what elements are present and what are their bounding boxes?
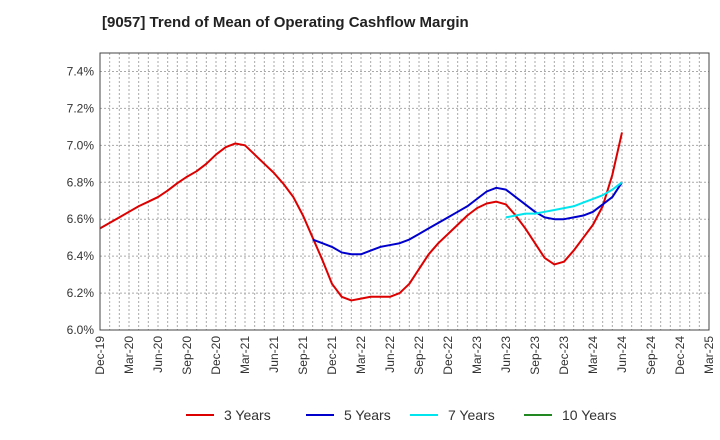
- legend: 3 Years 5 Years 7 Years 10 Years: [186, 407, 617, 423]
- y-tick-label: 7.4%: [67, 64, 95, 78]
- legend-label-10-years: 10 Years: [562, 407, 617, 423]
- x-tick-label: Jun-21: [267, 336, 281, 373]
- x-tick-label: Mar-21: [238, 336, 252, 374]
- x-tick-label: Jun-23: [499, 336, 513, 373]
- x-tick-label: Mar-25: [702, 336, 716, 374]
- x-tick-label: Mar-22: [354, 336, 368, 374]
- y-axis-ticks: 6.0% 6.2% 6.4% 6.6% 6.8% 7.0% 7.2% 7.4%: [67, 64, 95, 337]
- x-tick-label: Dec-24: [673, 336, 687, 375]
- x-axis-ticks: Dec-19 Mar-20 Jun-20 Sep-20 Dec-20 Mar-21 Jun-…: [93, 336, 716, 375]
- y-tick-label: 7.2%: [67, 101, 95, 115]
- chart-title: [9057] Trend of Mean of Operating Cashfl…: [102, 14, 469, 31]
- x-tick-label: Jun-22: [383, 336, 397, 373]
- y-tick-label: 6.4%: [67, 249, 95, 263]
- series-line-5-years: [312, 181, 623, 256]
- x-tick-label: Jun-24: [615, 336, 629, 373]
- x-tick-label: Dec-22: [441, 336, 455, 375]
- legend-label-7-years: 7 Years: [448, 407, 495, 423]
- x-tick-label: Dec-21: [325, 336, 339, 375]
- legend-label-3-years: 3 Years: [224, 407, 271, 423]
- plot-border: [99, 52, 710, 331]
- y-tick-label: 6.6%: [67, 212, 95, 226]
- y-tick-label: 6.0%: [67, 323, 95, 337]
- x-tick-label: Mar-23: [470, 336, 484, 374]
- x-tick-label: Dec-23: [557, 336, 571, 375]
- series-line-3-years: [99, 132, 623, 302]
- series-line-7-years: [505, 181, 623, 219]
- x-tick-label: Mar-24: [586, 336, 600, 374]
- x-tick-label: Sep-22: [412, 336, 426, 375]
- x-tick-label: Mar-20: [122, 336, 136, 374]
- y-tick-label: 6.8%: [67, 175, 95, 189]
- x-tick-label: Dec-19: [93, 336, 107, 375]
- series-lines: [99, 132, 623, 302]
- x-tick-label: Sep-20: [180, 336, 194, 375]
- y-tick-label: 6.2%: [67, 286, 95, 300]
- x-tick-label: Sep-23: [528, 336, 542, 375]
- x-tick-label: Dec-20: [209, 336, 223, 375]
- x-tick-label: Sep-24: [644, 336, 658, 375]
- y-tick-label: 7.0%: [67, 138, 95, 152]
- x-tick-label: Jun-20: [151, 336, 165, 373]
- x-tick-label: Sep-21: [296, 336, 310, 375]
- legend-label-5-years: 5 Years: [344, 407, 391, 423]
